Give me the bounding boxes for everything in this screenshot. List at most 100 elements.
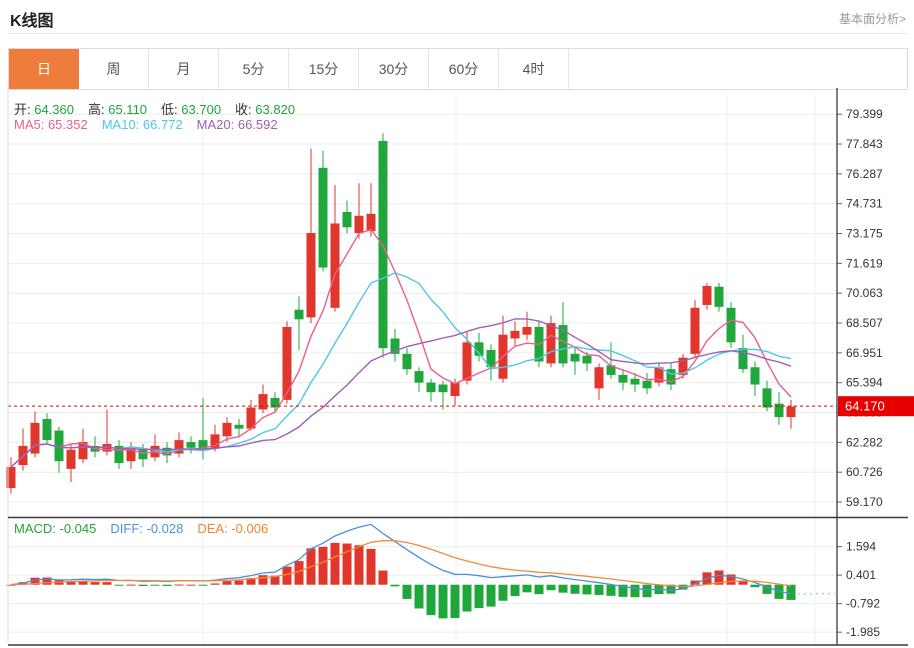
candle[interactable] [186, 442, 196, 448]
legend-item: DIFF: -0.028 [110, 521, 184, 536]
candle[interactable] [438, 384, 448, 393]
candle[interactable] [678, 357, 688, 375]
candle[interactable] [606, 365, 616, 375]
tab-week[interactable]: 周 [79, 49, 149, 89]
candle[interactable] [450, 382, 460, 397]
macd-bar [582, 584, 592, 595]
candle[interactable] [330, 223, 340, 308]
candle[interactable] [558, 325, 568, 364]
candle[interactable] [546, 323, 556, 364]
candle[interactable] [654, 367, 664, 383]
price-tick-label: 77.843 [846, 137, 883, 151]
macd-tick-label: -0.792 [846, 597, 880, 611]
candle[interactable] [234, 424, 244, 429]
candle[interactable] [774, 403, 784, 418]
candle[interactable] [306, 233, 316, 318]
candle[interactable] [282, 326, 292, 400]
candle[interactable] [426, 382, 436, 393]
tab-month[interactable]: 月 [149, 49, 219, 89]
legend-item: MA10: 66.772 [101, 117, 183, 132]
period-tabbar: 日周月 5分 15分 30分 60分 4时 [8, 48, 908, 90]
tab-60min[interactable]: 60分 [429, 49, 499, 89]
candle[interactable] [630, 378, 640, 385]
fundamental-analysis-link[interactable]: 基本面分析> [838, 12, 906, 26]
candle[interactable] [726, 307, 736, 343]
price-tick-label: 74.731 [846, 197, 883, 211]
tab-day[interactable]: 日 [9, 49, 79, 89]
macd-bar [378, 570, 388, 585]
macd-bar [186, 584, 196, 586]
candle[interactable] [78, 442, 88, 460]
candle[interactable] [366, 213, 376, 232]
candle[interactable] [690, 307, 700, 354]
macd-bar [714, 570, 724, 585]
candle[interactable] [738, 348, 748, 370]
price-tick-label: 66.951 [846, 346, 883, 360]
candle[interactable] [522, 326, 532, 335]
candle[interactable] [126, 447, 136, 462]
macd-bar [150, 584, 160, 586]
candle[interactable] [786, 406, 796, 418]
candle[interactable] [342, 211, 352, 228]
candle[interactable] [270, 397, 280, 408]
candle[interactable] [594, 367, 604, 389]
candle[interactable] [402, 353, 412, 370]
candle[interactable] [6, 466, 16, 489]
macd-bar [402, 584, 412, 599]
candle[interactable] [210, 434, 220, 448]
macd-bar [690, 580, 700, 585]
candle[interactable] [582, 355, 592, 364]
tab-5min[interactable]: 5分 [219, 49, 289, 89]
candle[interactable] [54, 430, 64, 462]
macd-bar [474, 584, 484, 609]
candle[interactable] [570, 353, 580, 362]
legend-item: 开: 64.360 [14, 102, 74, 117]
tab-15min[interactable]: 15分 [289, 49, 359, 89]
candle[interactable] [198, 440, 208, 450]
candle[interactable] [258, 394, 268, 410]
candle[interactable] [510, 330, 520, 339]
current-price-badge-label: 64.170 [845, 399, 885, 414]
candle[interactable] [714, 286, 724, 307]
macd-bar [594, 584, 604, 595]
tab-4hour[interactable]: 4时 [499, 49, 569, 89]
legend-item: 收: 63.820 [235, 102, 296, 117]
candle[interactable] [222, 422, 232, 437]
candle[interactable] [642, 380, 652, 389]
candle[interactable] [762, 388, 772, 408]
candle[interactable] [66, 449, 76, 469]
candle[interactable] [414, 371, 424, 383]
ma5-line [10, 228, 792, 468]
candle[interactable] [246, 407, 256, 429]
macd-bar [414, 584, 424, 609]
candle[interactable] [354, 215, 364, 234]
candle[interactable] [390, 338, 400, 354]
candle[interactable] [702, 285, 712, 305]
candle[interactable] [486, 350, 496, 368]
candle[interactable] [30, 422, 40, 454]
candle[interactable] [174, 440, 184, 454]
candle[interactable] [618, 374, 628, 383]
price-tick-label: 62.282 [846, 435, 883, 449]
candle[interactable] [750, 367, 760, 385]
tab-30min[interactable]: 30分 [359, 49, 429, 89]
legend-item: MACD: -0.045 [14, 521, 97, 536]
candle[interactable] [294, 309, 304, 320]
candle[interactable] [318, 167, 328, 268]
price-tick-label: 73.175 [846, 227, 883, 241]
candle[interactable] [114, 445, 124, 464]
kline-chart-canvas[interactable]: 79.399 77.843 76.287 74.731 73.175 71.619 70.0… [0, 88, 914, 648]
candle[interactable] [42, 419, 52, 441]
macd-bar [162, 584, 172, 586]
candle[interactable] [462, 342, 472, 381]
macd-bar [282, 566, 292, 585]
price-tick-label: 76.287 [846, 167, 883, 181]
macd-bar [678, 584, 688, 590]
candle[interactable] [138, 449, 148, 460]
candle[interactable] [474, 342, 484, 356]
price-tick-label: 70.063 [846, 286, 883, 300]
macd-bar [6, 584, 16, 586]
candle[interactable] [666, 369, 676, 385]
macd-bar [510, 584, 520, 597]
ma-readout: MA5: 65.352 MA10: 66.772 MA20: 66.592 [14, 117, 292, 132]
